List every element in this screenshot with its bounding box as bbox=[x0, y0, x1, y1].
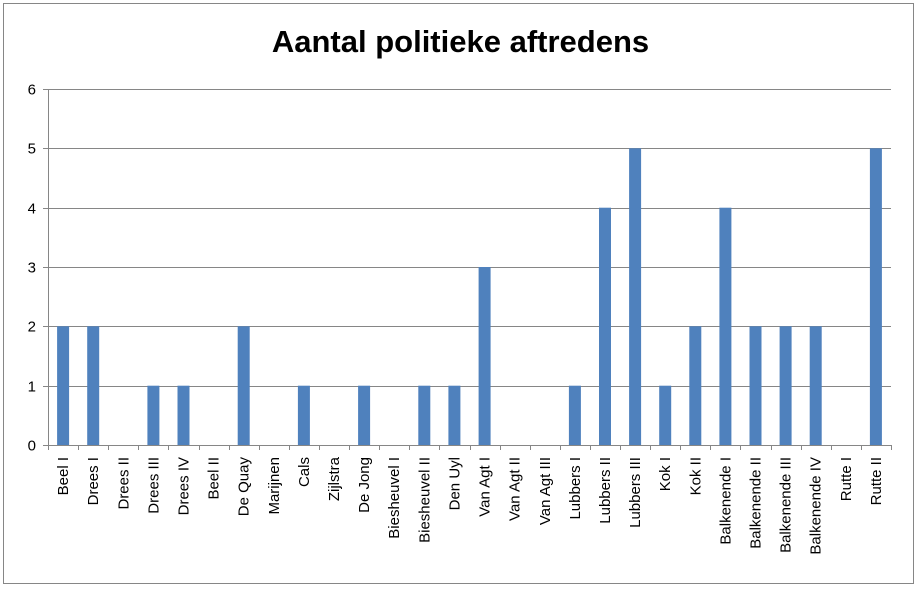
y-tick-label: 0 bbox=[28, 438, 36, 455]
bar-de-jong bbox=[358, 385, 371, 445]
x-tick-label: Marijnen bbox=[266, 457, 283, 515]
y-tick-label: 3 bbox=[28, 260, 36, 277]
x-tick-label: Zijlstra bbox=[326, 456, 343, 501]
x-tick-label: Kok II bbox=[687, 457, 704, 495]
gridlines bbox=[48, 89, 891, 387]
y-tick-label: 2 bbox=[28, 319, 36, 336]
bar-den-uyl bbox=[448, 385, 461, 445]
x-tick-label: Van Agt II bbox=[507, 457, 524, 521]
axes bbox=[43, 89, 892, 450]
x-tick-label: Lubbers I bbox=[567, 457, 584, 520]
bar-de-quay bbox=[237, 326, 250, 445]
y-tick-label: 5 bbox=[28, 141, 36, 158]
bar-balkenende-i bbox=[719, 207, 732, 445]
x-tick-label: Biesheuvel I bbox=[386, 457, 403, 539]
y-tick-label: 4 bbox=[28, 201, 36, 218]
bar-lubbers-iii bbox=[629, 148, 642, 446]
bar-drees-i bbox=[87, 326, 100, 445]
bar-beel-i bbox=[57, 326, 70, 445]
y-tick-label: 1 bbox=[28, 379, 36, 396]
x-tick-label: Balkenende III bbox=[778, 457, 795, 553]
x-tick-label: Balkenende I bbox=[717, 457, 734, 545]
bar-rutte-ii bbox=[869, 148, 882, 446]
x-tick-label: Biesheuvel II bbox=[416, 457, 433, 543]
bar-kok-ii bbox=[689, 326, 702, 445]
bar-balkenende-iii bbox=[779, 326, 792, 445]
x-tick-label: Kok I bbox=[657, 457, 674, 491]
bar-kok-i bbox=[659, 385, 672, 445]
x-tick-label: Drees II bbox=[115, 457, 132, 510]
x-tick-label: Balkenende IV bbox=[808, 457, 825, 555]
x-tick-label: Beel I bbox=[55, 457, 72, 495]
x-tick-label: Beel II bbox=[206, 457, 223, 500]
x-tick-label: Van Agt III bbox=[537, 457, 554, 525]
bar-cals bbox=[297, 385, 310, 445]
x-tick-labels: Beel I Drees I Drees II Drees III Drees IV Be… bbox=[55, 456, 885, 554]
bar-biesheuvel-ii bbox=[418, 385, 431, 445]
x-tick-label: Drees IV bbox=[176, 457, 193, 515]
bar-van-agt-i bbox=[478, 267, 491, 445]
bars bbox=[57, 148, 882, 446]
x-tick-label: Drees I bbox=[85, 457, 102, 505]
x-tick-label: Drees III bbox=[145, 457, 162, 514]
bar-lubbers-ii bbox=[599, 207, 611, 445]
x-tick-label: Rutte II bbox=[868, 457, 885, 505]
x-tick-label: Balkenende II bbox=[748, 457, 765, 549]
x-tick-label: De Quay bbox=[236, 457, 253, 517]
bar-balkenende-iv bbox=[809, 326, 822, 445]
x-tick-label: Rutte I bbox=[838, 457, 855, 501]
x-tick-label: Van Agt I bbox=[477, 457, 494, 517]
x-tick-label: De Jong bbox=[356, 457, 373, 513]
bar-drees-iv bbox=[177, 385, 190, 445]
bar-drees-iii bbox=[147, 385, 160, 445]
x-tick-label: Lubbers II bbox=[597, 457, 614, 524]
chart-frame bbox=[3, 3, 914, 584]
chart-title: Aantal politieke aftredens bbox=[271, 24, 650, 59]
x-tick-label: Den Uyl bbox=[446, 457, 463, 510]
x-tick-label: Cals bbox=[296, 457, 313, 487]
y-tick-labels: 0 1 2 3 4 5 6 bbox=[28, 82, 36, 455]
x-tick-label: Lubbers III bbox=[627, 457, 644, 528]
y-tick-label: 6 bbox=[28, 82, 36, 99]
bar-balkenende-ii bbox=[749, 326, 762, 445]
bar-lubbers-i bbox=[568, 385, 581, 445]
